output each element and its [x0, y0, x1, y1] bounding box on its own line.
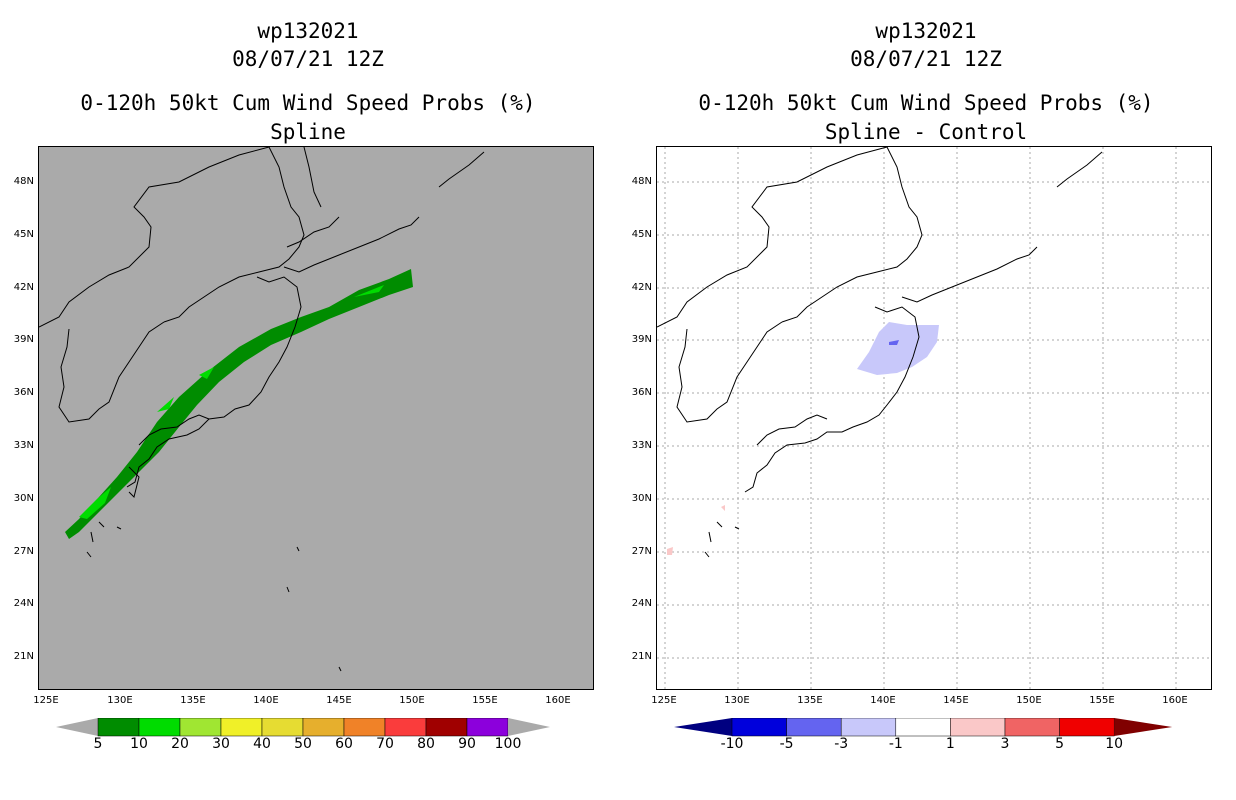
gridlines: [657, 147, 1211, 689]
lon-label: 135E: [797, 695, 823, 706]
colorbar-label: -1: [888, 736, 903, 752]
colorbar-label: 100: [494, 736, 522, 752]
right-datetime: 08/07/21 12Z: [850, 47, 1002, 71]
colorbar-bin: [840, 718, 897, 737]
lon-label: 135E: [180, 695, 206, 706]
lon-label: 150E: [1016, 695, 1042, 706]
colorbar-label: 10: [130, 736, 148, 752]
lat-label: 24N: [631, 598, 652, 609]
lat-label: 48N: [631, 176, 652, 187]
right-map: [656, 146, 1212, 690]
colorbar-label: 3: [1000, 736, 1010, 752]
left-datetime: 08/07/21 12Z: [232, 47, 384, 71]
lat-label: 45N: [13, 229, 34, 240]
colorbar-bin: [302, 718, 345, 737]
colorbar-bin: [138, 718, 181, 737]
lat-label: 30N: [13, 493, 34, 504]
lat-label: 36N: [13, 387, 34, 398]
lat-label: 27N: [631, 546, 652, 557]
lat-label: 30N: [631, 493, 652, 504]
right-map-svg: [657, 147, 1211, 689]
colorbar-label: 10: [1105, 736, 1124, 752]
colorbar-bin: [343, 718, 386, 737]
colorbar-bin: [466, 718, 509, 737]
colorbar-label: 80: [417, 736, 435, 752]
diff-region-neg5: [889, 340, 899, 345]
lat-label: 21N: [13, 651, 34, 662]
lat-label: 39N: [631, 334, 652, 345]
colorbar-end-high: [1114, 718, 1173, 736]
colorbar-bin: [97, 718, 140, 737]
lat-label: 36N: [631, 387, 652, 398]
lon-label: 160E: [545, 695, 571, 706]
left-map: [38, 146, 594, 690]
lon-label: 130E: [107, 695, 133, 706]
lon-label: 145E: [326, 695, 352, 706]
colorbar-bin: [895, 718, 951, 737]
colorbar-label: 30: [212, 736, 230, 752]
lon-label: 125E: [651, 695, 677, 706]
colorbar-label: -10: [720, 736, 744, 752]
lat-label: 39N: [13, 334, 34, 345]
colorbar-label: -5: [779, 736, 794, 752]
right-product-title: 0-120h 50kt Cum Wind Speed Probs (%): [698, 91, 1154, 115]
colorbar-label: 5: [93, 736, 103, 752]
prob-swath-5: [65, 269, 413, 539]
colorbar-label: 50: [294, 736, 312, 752]
left-subtitle: Spline: [270, 120, 346, 144]
lat-label: 48N: [13, 176, 34, 187]
colorbar-bin: [384, 718, 427, 737]
right-storm-id: wp132021: [875, 19, 977, 43]
colorbar-end-high: [508, 718, 550, 736]
lat-label: 42N: [631, 282, 652, 293]
lat-label: 33N: [631, 440, 652, 451]
colorbar-label: 5: [1055, 736, 1065, 752]
lon-label: 155E: [1089, 695, 1115, 706]
lon-label: 140E: [870, 695, 896, 706]
diff-region-pos1: [667, 505, 725, 555]
right-colorbar: [674, 718, 1173, 737]
lon-label: 160E: [1162, 695, 1188, 706]
coastlines: [39, 147, 485, 672]
colorbar-label: 60: [335, 736, 353, 752]
colorbar-bin: [731, 718, 787, 737]
colorbar-label: 20: [171, 736, 189, 752]
lat-label: 45N: [631, 229, 652, 240]
colorbar-label: 40: [253, 736, 271, 752]
colorbar-bin: [425, 718, 468, 737]
colorbar-bin: [950, 718, 1006, 737]
left-map-svg: [39, 147, 485, 672]
colorbar-bin: [786, 718, 842, 737]
colorbar-bin: [1059, 718, 1115, 737]
lon-label: 145E: [943, 695, 969, 706]
colorbar-bin: [179, 718, 222, 737]
lon-label: 130E: [724, 695, 750, 706]
right-subtitle: Spline - Control: [824, 120, 1028, 144]
colorbar-label: -3: [834, 736, 849, 752]
lat-label: 33N: [13, 440, 34, 451]
lon-label: 125E: [33, 695, 59, 706]
left-storm-id: wp132021: [257, 19, 359, 43]
colorbar-bin: [1004, 718, 1060, 737]
lon-label: 150E: [399, 695, 425, 706]
lat-label: 21N: [631, 651, 652, 662]
lon-label: 155E: [472, 695, 498, 706]
left-colorbar: [56, 718, 550, 737]
lon-label: 140E: [253, 695, 279, 706]
colorbar-bin: [261, 718, 304, 737]
colorbar-label: 90: [458, 736, 476, 752]
colorbar-end-low: [56, 718, 98, 736]
left-product-title: 0-120h 50kt Cum Wind Speed Probs (%): [80, 91, 536, 115]
coastlines-right: [657, 147, 1103, 558]
diff-region-neg3: [857, 322, 939, 375]
colorbar-end-low: [674, 718, 732, 736]
colorbar-bin: [220, 718, 263, 737]
lat-label: 27N: [13, 546, 34, 557]
colorbar-label: 70: [376, 736, 394, 752]
lat-label: 24N: [13, 598, 34, 609]
colorbar-label: 1: [945, 736, 955, 752]
lat-label: 42N: [13, 282, 34, 293]
